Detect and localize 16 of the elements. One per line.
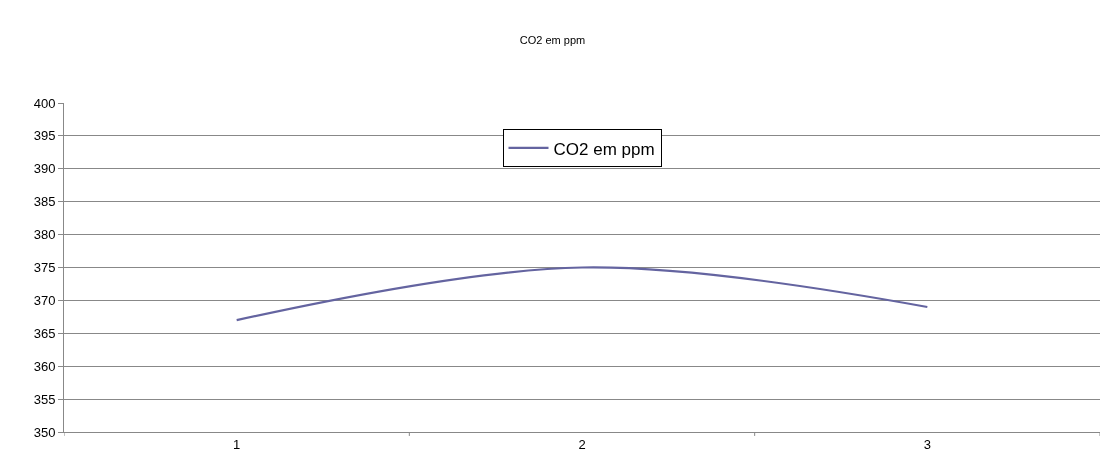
y-tick-label: 355 <box>33 391 56 407</box>
x-tick-label: 3 <box>923 436 931 452</box>
y-tick-label: 375 <box>33 260 56 276</box>
y-tick-label: 380 <box>33 227 56 243</box>
y-tick-label: 365 <box>33 325 56 341</box>
x-tick-label: 2 <box>578 436 586 452</box>
chart-title: CO2 em ppm <box>519 34 586 47</box>
y-tick-label: 360 <box>33 358 56 374</box>
y-tick-label: 350 <box>33 424 56 440</box>
x-tick-label: 1 <box>233 436 241 452</box>
y-tick-label: 395 <box>33 128 56 144</box>
y-tick-label: 370 <box>33 292 56 308</box>
y-tick-label: 390 <box>33 161 56 177</box>
legend-label: CO2 em ppm <box>553 139 655 159</box>
y-tick-label: 385 <box>33 194 56 210</box>
y-tick-label: 400 <box>33 95 56 111</box>
